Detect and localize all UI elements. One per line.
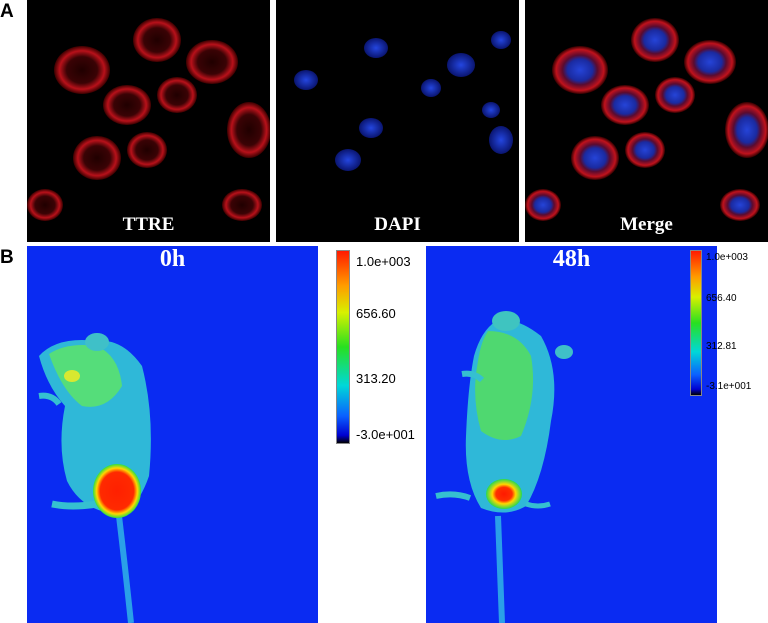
micro-image-merge: Merge <box>525 0 768 242</box>
mouse-0h-graphic <box>38 333 151 623</box>
dapi-nuclei-graphic <box>294 31 513 171</box>
micro-image-dapi: DAPI <box>276 0 519 242</box>
ttre-cells-graphic <box>27 18 270 221</box>
ivis-image-48h: 48h <box>426 246 717 623</box>
scale-gradient-0h <box>336 250 350 444</box>
intensity-scale-48h: 1.0e+003 656.40 312.81 -3.1e+001 <box>690 250 768 398</box>
micro-label-dapi: DAPI <box>374 214 421 235</box>
micro-image-ttre: TTRE <box>27 0 270 242</box>
scale-tick-min-0h: -3.0e+001 <box>356 427 415 442</box>
micro-label-ttre: TTRE <box>122 214 175 235</box>
ivis-image-0h: 0h <box>27 246 318 623</box>
scale-tick-max-0h: 1.0e+003 <box>356 254 411 269</box>
scale-tick-lower-48h: 312.81 <box>706 341 737 352</box>
scale-tick-upper-48h: 656.40 <box>706 293 737 304</box>
intensity-scale-0h: 1.0e+003 656.60 313.20 -3.0e+001 <box>336 250 436 445</box>
panel-a-letter: A <box>0 1 14 22</box>
time-label-48h: 48h <box>552 246 591 272</box>
merge-cells-graphic <box>525 18 768 221</box>
micro-label-merge: Merge <box>620 214 673 235</box>
scale-gradient-48h <box>690 250 702 396</box>
scale-tick-upper-0h: 656.60 <box>356 306 396 321</box>
scale-tick-min-48h: -3.1e+001 <box>706 381 752 392</box>
mouse-48h-graphic <box>435 311 573 623</box>
scale-tick-lower-0h: 313.20 <box>356 371 396 386</box>
panel-b-letter: B <box>0 247 14 268</box>
time-label-0h: 0h <box>159 246 186 272</box>
scale-tick-max-48h: 1.0e+003 <box>706 252 748 263</box>
